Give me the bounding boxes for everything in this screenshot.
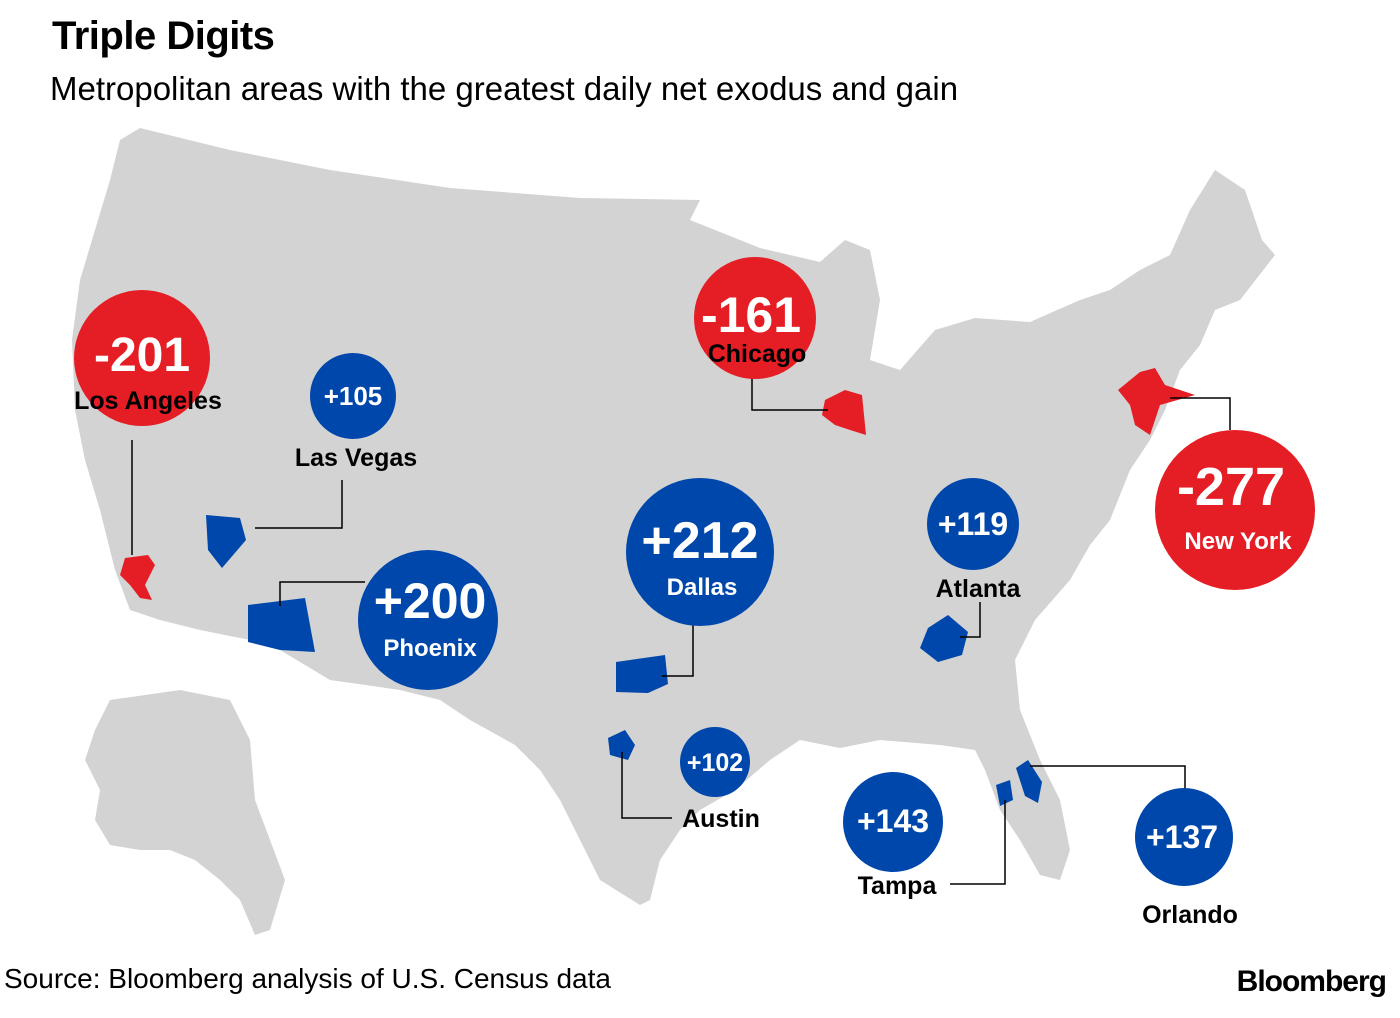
value-orlando: +137	[1146, 819, 1218, 855]
metro-orlando: +137 Orlando	[1135, 788, 1238, 929]
leader-line-austin	[621, 752, 672, 819]
label-dallas: Dallas	[667, 574, 738, 601]
label-chicago: Chicago	[708, 340, 807, 368]
metro-shape-los-angeles	[120, 555, 155, 600]
bubble-chicago	[694, 257, 816, 379]
leader-line-orlando	[1030, 765, 1186, 790]
metro-dallas: +212 Dallas	[626, 478, 774, 626]
value-las-vegas: +105	[324, 381, 383, 411]
value-los-angeles: -201	[94, 329, 190, 382]
chart-subtitle: Metropolitan areas with the greatest dai…	[50, 70, 959, 107]
value-chicago: -161	[701, 287, 801, 343]
label-austin: Austin	[682, 805, 760, 833]
bubble-los-angeles	[74, 290, 210, 426]
metro-new-york: -277 New York	[1155, 430, 1315, 590]
label-new-york: New York	[1184, 528, 1292, 555]
bubble-new-york	[1155, 430, 1315, 590]
value-austin: +102	[687, 749, 743, 777]
bubble-atlanta	[927, 478, 1019, 570]
label-tampa: Tampa	[858, 872, 938, 900]
metro-phoenix: +200 Phoenix	[358, 550, 498, 690]
alaska-land-mass	[85, 690, 285, 935]
label-las-vegas: Las Vegas	[295, 444, 417, 472]
metro-shape-phoenix	[248, 598, 315, 652]
bubble-austin	[680, 727, 750, 797]
label-los-angeles: Los Angeles	[74, 387, 222, 415]
bubble-phoenix	[358, 550, 498, 690]
metro-shape-austin	[608, 730, 635, 760]
bubble-orlando	[1135, 788, 1233, 886]
value-atlanta: +119	[938, 506, 1008, 542]
metro-los-angeles: -201 Los Angeles	[74, 290, 222, 426]
leader-line-tampa	[950, 800, 1006, 885]
leader-line-phoenix	[279, 581, 365, 606]
metro-shape-chicago	[822, 390, 866, 435]
metro-atlanta: +119 Atlanta	[927, 478, 1021, 603]
bubble-tampa	[843, 772, 943, 872]
metro-shape-tampa	[996, 780, 1013, 806]
label-phoenix: Phoenix	[383, 635, 477, 662]
value-dallas: +212	[641, 512, 758, 570]
leader-line-chicago	[751, 378, 828, 411]
leader-line-new-york	[1170, 397, 1231, 430]
metro-austin: +102 Austin	[680, 727, 760, 833]
leader-line-atlanta	[960, 602, 981, 638]
chart-title: Triple Digits	[52, 14, 275, 58]
metro-shape-atlanta	[920, 615, 968, 662]
bubble-dallas	[626, 478, 774, 626]
metro-shape-las-vegas	[206, 515, 246, 568]
value-tampa: +143	[857, 803, 929, 839]
metro-chicago: -161 Chicago	[694, 257, 816, 379]
label-orlando: Orlando	[1142, 901, 1238, 929]
source-note: Source: Bloomberg analysis of U.S. Censu…	[4, 963, 611, 994]
value-phoenix: +200	[374, 573, 487, 629]
metro-shape-dallas	[616, 655, 668, 693]
value-new-york: -277	[1177, 457, 1285, 517]
bubble-las-vegas	[310, 353, 396, 439]
label-atlanta: Atlanta	[936, 575, 1022, 603]
bloomberg-logo: Bloomberg	[1236, 965, 1387, 998]
metro-tampa: +143 Tampa	[843, 772, 943, 900]
leader-line-dallas	[662, 625, 694, 677]
metro-las-vegas: +105 Las Vegas	[295, 353, 417, 472]
metro-shape-new-york	[1118, 368, 1195, 435]
leader-line-las-vegas	[255, 480, 343, 529]
metro-shape-orlando	[1016, 760, 1042, 803]
